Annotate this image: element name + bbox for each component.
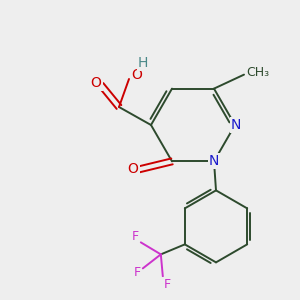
Text: N: N: [231, 118, 241, 132]
Text: N: N: [209, 154, 219, 168]
Text: O: O: [91, 76, 101, 90]
Text: O: O: [128, 162, 138, 176]
Text: O: O: [132, 68, 142, 82]
Text: CH₃: CH₃: [246, 66, 270, 79]
Text: F: F: [131, 230, 138, 243]
Text: F: F: [163, 278, 170, 291]
Text: H: H: [138, 56, 148, 70]
Text: F: F: [133, 266, 140, 279]
